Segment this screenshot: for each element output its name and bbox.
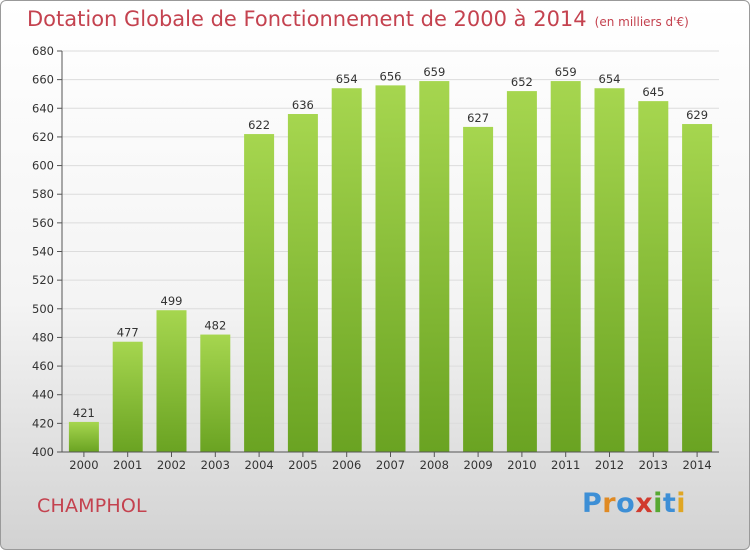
y-tick-label: 440 <box>32 388 54 402</box>
bar-value-label: 421 <box>73 406 95 420</box>
y-tick-label: 520 <box>32 273 54 287</box>
x-tick-label: 2003 <box>201 458 230 472</box>
y-tick-label: 540 <box>32 245 54 259</box>
chart-subtitle: (en milliers d'€) <box>594 15 689 29</box>
bar-value-label: 482 <box>204 319 226 333</box>
bar-value-label: 499 <box>161 294 183 308</box>
y-tick-label: 660 <box>32 73 54 87</box>
x-tick-label: 2000 <box>69 458 98 472</box>
y-tick-label: 600 <box>32 159 54 173</box>
x-tick-label: 2013 <box>639 458 668 472</box>
y-tick-label: 560 <box>32 216 54 230</box>
bar <box>594 88 625 452</box>
bar-value-label: 645 <box>642 85 664 99</box>
bar-value-label: 622 <box>248 118 270 132</box>
bar-value-label: 627 <box>467 111 489 125</box>
bar <box>68 421 99 452</box>
bar <box>506 91 537 452</box>
x-tick-label: 2014 <box>682 458 711 472</box>
bar <box>244 134 275 453</box>
proxiti-logo: Proxiti <box>582 488 687 519</box>
bar-value-label: 654 <box>336 72 358 86</box>
y-tick-label: 420 <box>32 416 54 430</box>
x-tick-label: 2012 <box>595 458 624 472</box>
x-tick-label: 2008 <box>420 458 449 472</box>
y-tick-label: 640 <box>32 101 54 115</box>
bar-value-label: 659 <box>423 65 445 79</box>
y-tick-label: 480 <box>32 330 54 344</box>
bar <box>463 126 494 453</box>
axes: 400 420 440 460 480 500 520 540 560 580 600 620 640 6… <box>32 44 719 472</box>
bar <box>287 114 318 452</box>
x-tick-label: 2001 <box>113 458 142 472</box>
bar-value-label: 659 <box>555 65 577 79</box>
x-tick-label: 2004 <box>244 458 273 472</box>
bar-value-label: 629 <box>686 108 708 122</box>
bar <box>200 334 231 452</box>
chart-title: Dotation Globale de Fonctionnement de 20… <box>27 7 689 31</box>
y-tick-label: 400 <box>32 445 54 459</box>
y-tick-label: 680 <box>32 44 54 58</box>
bar <box>112 341 143 452</box>
x-tick-label: 2011 <box>551 458 580 472</box>
bar <box>682 124 713 453</box>
x-tick-label: 2009 <box>463 458 492 472</box>
bar <box>638 101 669 452</box>
bar-value-label: 656 <box>380 69 402 83</box>
y-tick-label: 460 <box>32 359 54 373</box>
x-tick-label: 2007 <box>376 458 405 472</box>
commune-name: CHAMPHOL <box>37 495 147 517</box>
bar-value-label: 477 <box>117 326 139 340</box>
bar-value-label: 652 <box>511 75 533 89</box>
bar-value-label: 636 <box>292 98 314 112</box>
x-tick-label: 2005 <box>288 458 317 472</box>
x-tick-label: 2006 <box>332 458 361 472</box>
x-tick-label: 2002 <box>157 458 186 472</box>
bar-value-label: 654 <box>599 72 621 86</box>
bars: 421 477 499 482 622 636 654 656 659 627 652 659 654 6… <box>68 65 713 453</box>
bar <box>375 85 406 452</box>
bar <box>550 81 581 452</box>
bar <box>331 88 362 452</box>
bar <box>419 81 450 452</box>
chart-title-text: Dotation Globale de Fonctionnement de 20… <box>27 7 587 31</box>
x-tick-label: 2010 <box>507 458 536 472</box>
y-tick-label: 620 <box>32 130 54 144</box>
bar <box>156 310 187 452</box>
y-tick-label: 580 <box>32 187 54 201</box>
y-tick-label: 500 <box>32 302 54 316</box>
